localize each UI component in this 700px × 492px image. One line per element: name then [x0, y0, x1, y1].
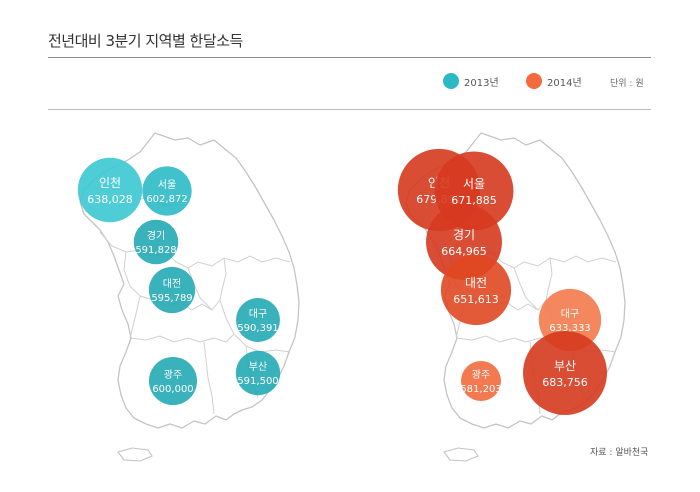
bubble-mark	[77, 157, 143, 223]
bubble-mark	[236, 298, 280, 342]
bubble-value-label: 591,500	[237, 376, 278, 387]
legend-2014-swatch	[526, 73, 542, 89]
bubble-region-label: 대구	[249, 308, 267, 320]
bubble-region-label: 서울	[158, 179, 176, 191]
bubble-value-label: 671,885	[451, 194, 497, 207]
title-divider	[48, 57, 651, 58]
bubble-value-label: 581,203	[460, 384, 501, 395]
legend-2013: 2013년	[443, 73, 499, 89]
bubble-2013-2: 경기 591,828	[133, 219, 179, 265]
bubble-value-label: 600,000	[152, 384, 193, 395]
bubble-region-label: 서울	[463, 177, 485, 191]
bubble-mark	[148, 356, 198, 406]
bubble-value-label: 651,613	[453, 293, 499, 306]
chart-title: 전년대비 3분기 지역별 한달소득	[48, 32, 243, 50]
bubble-value-label: 595,789	[151, 293, 192, 304]
bubble-region-label: 대구	[561, 308, 579, 320]
bubble-value-label: 590,391	[237, 323, 278, 334]
bubble-region-label: 경기	[453, 228, 475, 242]
bubble-2013-0: 인천 638,028	[77, 157, 143, 223]
bubbles-2013: 인천 638,028 서울 602,872 경기 591,828 대전 595,789 대구 59…	[77, 157, 281, 406]
unit-label: 단위 : 원	[610, 79, 644, 89]
bubble-value-label: 591,828	[135, 245, 176, 256]
bubble-region-label: 부산	[554, 359, 576, 373]
bubbles-2014: 인천679,891서울671,885경기664,965대전651,613대구63…	[397, 148, 607, 415]
source-note: 자료 : 알바천국	[590, 448, 649, 458]
bubble-region-label: 인천	[99, 175, 121, 190]
bubble-2013-5: 부산 591,500	[235, 350, 281, 396]
bubble-2013-1: 서울 602,872	[142, 166, 192, 216]
bubble-region-label: 광주	[164, 369, 182, 381]
bubble-region-label: 경기	[147, 229, 165, 242]
legend-2014-label: 2014년	[547, 77, 582, 89]
header-divider	[48, 109, 651, 110]
bubble-region-label: 부산	[249, 361, 267, 373]
bubble-mark	[461, 361, 501, 401]
bubble-2013-4: 대구 590,391	[236, 298, 280, 342]
bubble-region-label: 대전	[465, 276, 487, 290]
bubble-2013-6: 광주 600,000	[148, 356, 198, 406]
legend-2013-label: 2013년	[464, 77, 499, 89]
legend-2013-swatch	[443, 73, 459, 89]
jeju-outline-2014	[443, 447, 479, 462]
bubble-mark	[133, 219, 179, 265]
bubble-value-label: 602,872	[146, 194, 187, 205]
bubble-2014-6: 광주 581,203	[460, 361, 502, 401]
bubble-mark	[440, 254, 512, 326]
jeju-outline-2013	[117, 447, 153, 462]
bubble-region-label: 광주	[472, 369, 490, 381]
bubble-mark	[148, 266, 196, 314]
bubble-2014-5: 부산 683,756	[523, 331, 607, 415]
bubble-2013-3: 대전 595,789	[148, 266, 196, 314]
bubble-region-label: 대전	[163, 278, 181, 290]
bubble-value-label: 633,333	[549, 323, 590, 334]
legend-2014: 2014년	[526, 73, 582, 89]
bubble-value-label: 664,965	[441, 245, 487, 258]
bubble-mark	[142, 166, 192, 216]
bubble-value-label: 638,028	[87, 193, 133, 206]
bubble-mark	[523, 331, 607, 415]
bubble-value-label: 683,756	[542, 376, 588, 389]
bubble-mark	[235, 350, 281, 396]
bubble-2014-3: 대전 651,613	[440, 254, 512, 326]
